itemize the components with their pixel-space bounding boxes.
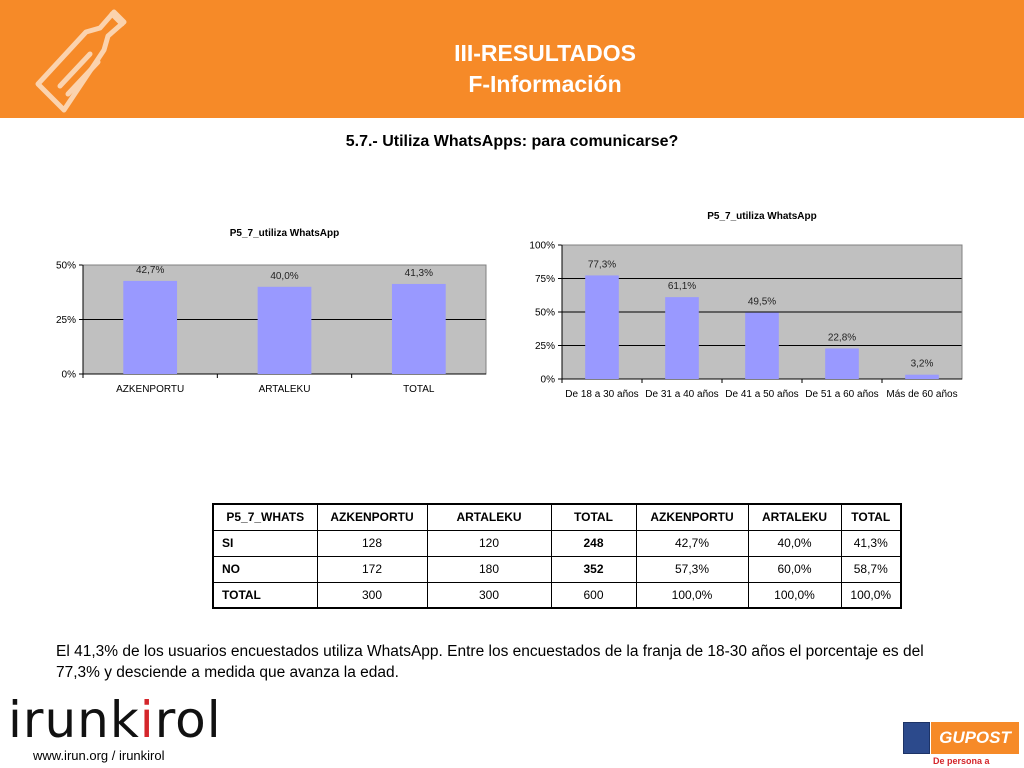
table-cell: 100,0% xyxy=(635,581,749,609)
table-cell: 100,0% xyxy=(840,581,902,609)
category-label: De 18 a 30 años xyxy=(565,389,638,400)
table-header: TOTAL xyxy=(550,503,637,531)
data-label: 61,1% xyxy=(668,281,696,292)
results-table: P5_7_WHATS AZKENPORTU ARTALEKU TOTAL AZK… xyxy=(212,503,902,609)
category-label: AZKENPORTU xyxy=(116,384,184,395)
bar xyxy=(257,286,312,374)
title-line-2: F-Información xyxy=(468,71,622,97)
table-cell: 120 xyxy=(426,529,552,557)
category-label: TOTAL xyxy=(403,384,435,395)
bar xyxy=(123,280,178,374)
y-tick-label: 25% xyxy=(56,315,76,326)
table-header: P5_7_WHATS xyxy=(212,503,318,531)
bar xyxy=(905,374,939,379)
table-cell: NO xyxy=(212,555,318,583)
logo-text-start: irunk xyxy=(8,691,140,749)
summary-text: El 41,3% de los usuarios encuestados uti… xyxy=(56,643,924,681)
title-line-1: III-RESULTADOS xyxy=(454,40,636,66)
table-cell: 600 xyxy=(550,581,637,609)
gupost-wordmark: GUPOST xyxy=(931,722,1019,754)
table-cell: 58,7% xyxy=(840,555,902,583)
header-bar: III-RESULTADOS F-Información xyxy=(0,0,1024,118)
y-tick-label: 0% xyxy=(62,370,77,381)
gupost-emblem-icon xyxy=(903,722,930,754)
section-title: 5.7.- Utiliza WhatsApps: para comunicars… xyxy=(345,133,679,150)
data-label: 22,8% xyxy=(828,332,856,343)
chart-title: P5_7_utiliza WhatsApp xyxy=(230,228,339,239)
gupost-logo: GUPOST De persona a persona xyxy=(903,720,1019,768)
table-header-row: P5_7_WHATS AZKENPORTU ARTALEKU TOTAL AZK… xyxy=(212,503,902,531)
table-cell: 42,7% xyxy=(635,529,749,557)
category-label: ARTALEKU xyxy=(259,384,311,395)
data-label: 49,5% xyxy=(748,297,776,308)
table-cell: 57,3% xyxy=(635,555,749,583)
data-label: 42,7% xyxy=(136,265,164,276)
bar xyxy=(745,312,779,379)
table-cell: 41,3% xyxy=(840,529,902,557)
y-tick-label: 50% xyxy=(56,261,76,272)
table-cell: 40,0% xyxy=(747,529,842,557)
table-cell: TOTAL xyxy=(212,581,318,609)
y-tick-label: 50% xyxy=(535,308,555,319)
data-label: 77,3% xyxy=(588,259,616,270)
irunkirol-logo: irunkirol xyxy=(8,690,222,750)
category-label: Más de 60 años xyxy=(886,389,957,400)
data-label: 41,3% xyxy=(405,268,433,279)
bottle-icon xyxy=(35,9,127,113)
table-row: NO 172 180 352 57,3% 60,0% 58,7% xyxy=(212,555,902,583)
logo-text-accent: i xyxy=(139,691,155,749)
table-cell: 100,0% xyxy=(747,581,842,609)
table-cell: 300 xyxy=(316,581,428,609)
table-cell: 180 xyxy=(426,555,552,583)
y-tick-label: 25% xyxy=(535,341,555,352)
bar xyxy=(585,275,619,379)
y-tick-label: 0% xyxy=(541,375,556,386)
bar xyxy=(665,297,699,379)
data-label: 40,0% xyxy=(270,271,298,282)
category-label: De 31 a 40 años xyxy=(645,389,718,400)
table-row: SI 128 120 248 42,7% 40,0% 41,3% xyxy=(212,529,902,557)
table-header: TOTAL xyxy=(840,503,902,531)
table-cell: 172 xyxy=(316,555,428,583)
gupost-tagline: De persona a persona xyxy=(933,756,990,768)
chart-by-age-svg: P5_7_utiliza WhatsApp 0% 25% 50% 75% 100% 77,3… xyxy=(529,211,963,400)
category-label: De 51 a 60 años xyxy=(805,389,878,400)
chart-by-center: P5_7_utiliza WhatsApp 0% 25% 50% 42,7% AZKENP… xyxy=(40,222,500,407)
table-header: AZKENPORTU xyxy=(316,503,428,531)
logo-text-end: rol xyxy=(154,691,222,749)
table-header: ARTALEKU xyxy=(747,503,842,531)
table-cell: SI xyxy=(212,529,318,557)
table-cell: 248 xyxy=(550,529,637,557)
table-cell: 128 xyxy=(316,529,428,557)
chart-by-center-svg: P5_7_utiliza WhatsApp 0% 25% 50% 42,7% AZKENP… xyxy=(56,228,487,395)
table-cell: 352 xyxy=(550,555,637,583)
category-label: De 41 a 50 años xyxy=(725,389,798,400)
chart-by-age: P5_7_utiliza WhatsApp 0% 25% 50% 75% 100% 77,3… xyxy=(520,205,970,410)
bar xyxy=(391,283,446,374)
table-cell: 300 xyxy=(426,581,552,609)
y-tick-label: 75% xyxy=(535,274,555,285)
y-tick-label: 100% xyxy=(529,241,555,252)
table-cell: 60,0% xyxy=(747,555,842,583)
page-title: III-RESULTADOS F-Información xyxy=(340,38,750,100)
bar xyxy=(825,348,859,379)
data-label: 3,2% xyxy=(911,359,934,370)
table-header: ARTALEKU xyxy=(426,503,552,531)
chart-title: P5_7_utiliza WhatsApp xyxy=(707,211,816,222)
website-link[interactable]: www.irun.org / irunkirol xyxy=(33,748,165,763)
table-row: TOTAL 300 300 600 100,0% 100,0% 100,0% xyxy=(212,581,902,609)
table-header: AZKENPORTU xyxy=(635,503,749,531)
